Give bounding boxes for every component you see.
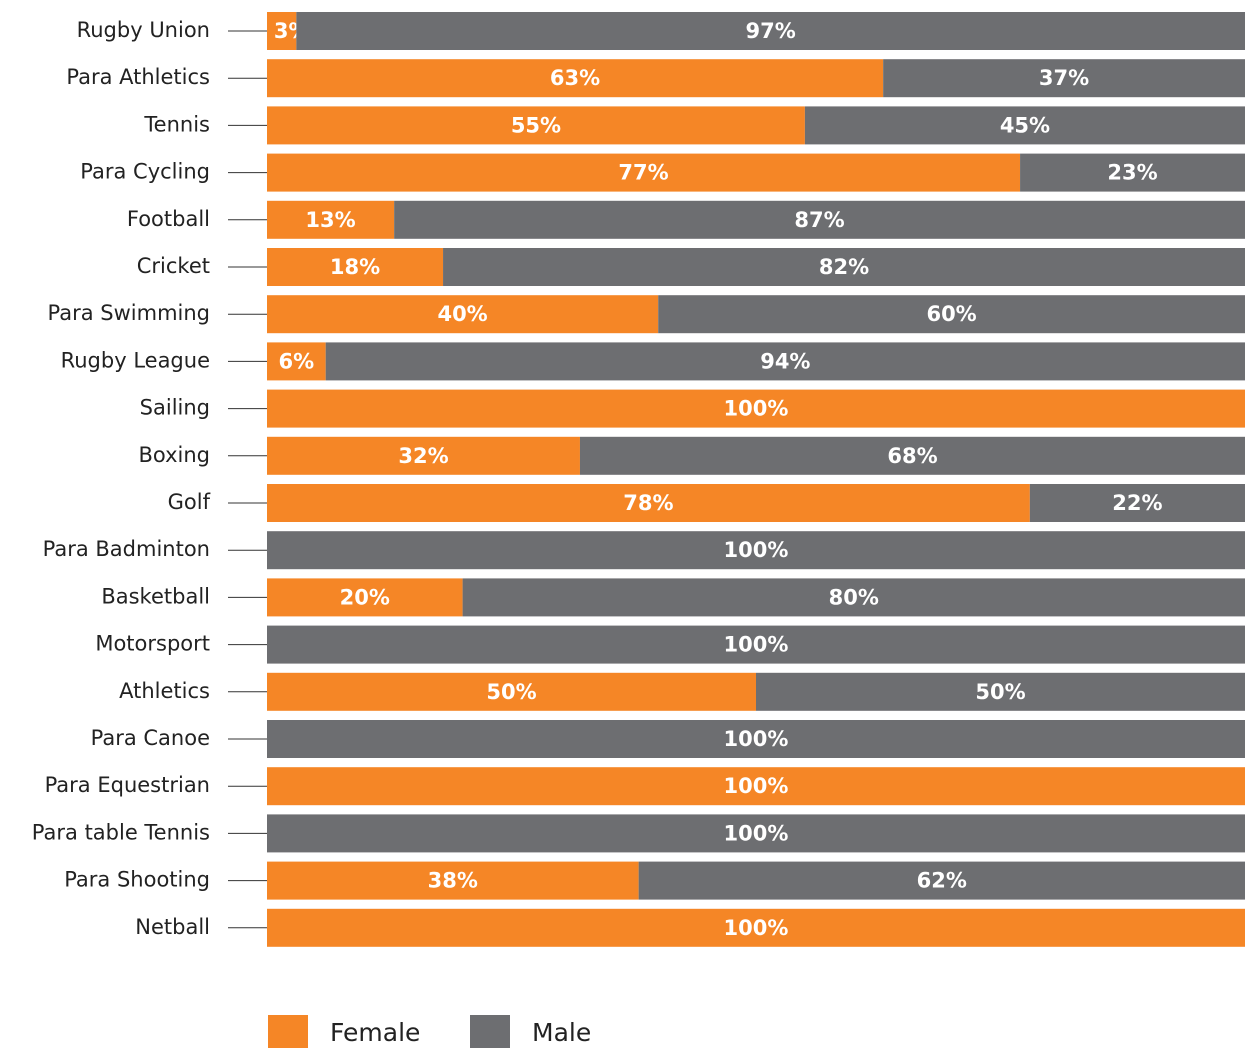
data-label: 77% xyxy=(618,161,668,185)
category-label: Boxing xyxy=(138,443,210,467)
bar-segment xyxy=(443,248,1245,286)
bar-segment xyxy=(267,436,580,475)
category-label: Athletics xyxy=(119,679,210,703)
data-label: 22% xyxy=(1112,491,1162,515)
data-label: 100% xyxy=(724,633,789,657)
bar-segment xyxy=(267,295,659,334)
data-label: 6% xyxy=(279,349,315,373)
category-label: Para Cycling xyxy=(80,160,210,184)
category-label: Rugby Union xyxy=(77,18,210,42)
category-label: Para Canoe xyxy=(91,726,210,750)
bar-segment xyxy=(267,578,463,617)
category-label: Para Equestrian xyxy=(45,773,210,797)
category-label: Para Badminton xyxy=(43,537,210,561)
data-label: 18% xyxy=(330,255,380,279)
data-label: 100% xyxy=(724,916,789,940)
legend-swatch xyxy=(268,1015,308,1048)
category-label: Football xyxy=(127,207,210,231)
data-label: 50% xyxy=(975,680,1025,704)
bar-segment xyxy=(267,153,1021,192)
data-label: 37% xyxy=(1039,66,1089,90)
data-label: 94% xyxy=(760,349,810,373)
data-label: 55% xyxy=(511,113,561,137)
bar-segment xyxy=(267,814,1245,853)
bar-segment xyxy=(267,672,756,711)
data-label: 60% xyxy=(926,302,976,326)
legend-label: Male xyxy=(532,1018,591,1047)
data-label: 13% xyxy=(305,208,355,232)
data-label: 100% xyxy=(724,727,789,751)
data-label: 97% xyxy=(746,19,796,43)
bar-segment xyxy=(267,908,1245,947)
bar-segment xyxy=(804,106,1245,145)
category-label: Cricket xyxy=(137,254,210,278)
bar-segment xyxy=(1029,484,1245,522)
category-label: Para Athletics xyxy=(66,65,210,89)
bar-segment xyxy=(267,200,395,239)
bar-segment xyxy=(325,342,1245,381)
bar-segment xyxy=(267,59,884,98)
bar-segment xyxy=(267,12,297,50)
legend-swatch xyxy=(470,1015,510,1048)
bar-segment xyxy=(267,625,1245,664)
category-label: Para Swimming xyxy=(48,301,211,325)
bar-segment xyxy=(394,200,1245,239)
bar-segment xyxy=(296,12,1245,50)
bar-segment xyxy=(579,436,1245,475)
data-label: 100% xyxy=(724,774,789,798)
data-label: 38% xyxy=(428,869,478,893)
category-label: Basketball xyxy=(101,584,210,608)
bar-segment xyxy=(267,106,805,145)
category-label: Sailing xyxy=(140,396,210,420)
data-label: 100% xyxy=(724,821,789,845)
data-label: 100% xyxy=(724,397,789,421)
bar-segment xyxy=(658,295,1245,334)
data-label: 78% xyxy=(623,491,673,515)
data-label: 40% xyxy=(437,302,487,326)
bar-segment xyxy=(267,720,1245,758)
bar-segment xyxy=(267,342,326,381)
bar-segment xyxy=(267,531,1245,570)
data-label: 100% xyxy=(724,538,789,562)
data-label: 45% xyxy=(1000,113,1050,137)
data-label: 50% xyxy=(486,680,536,704)
bar-segment xyxy=(267,767,1245,806)
category-label: Para Shooting xyxy=(64,868,210,892)
data-label: 20% xyxy=(340,585,390,609)
category-label: Golf xyxy=(168,490,211,514)
bar-segment xyxy=(756,672,1245,711)
bar-segment xyxy=(883,59,1245,98)
data-label: 68% xyxy=(887,444,937,468)
category-label: Para table Tennis xyxy=(32,820,210,844)
bar-segment xyxy=(638,861,1245,900)
bar-segment xyxy=(462,578,1245,617)
category-label: Netball xyxy=(135,915,210,939)
category-label: Tennis xyxy=(143,112,210,136)
data-label: 32% xyxy=(398,444,448,468)
bar-segment xyxy=(267,248,444,286)
data-label: 63% xyxy=(550,66,600,90)
data-label: 82% xyxy=(819,255,869,279)
bar-segment xyxy=(267,389,1245,428)
bar-segment xyxy=(1020,153,1245,192)
data-label: 62% xyxy=(917,869,967,893)
legend-label: Female xyxy=(330,1018,420,1047)
bar-segment xyxy=(267,484,1030,522)
data-label: 87% xyxy=(794,208,844,232)
category-label: Motorsport xyxy=(95,632,210,656)
bar-segment xyxy=(267,861,639,900)
data-label: 80% xyxy=(829,585,879,609)
data-label: 23% xyxy=(1107,161,1157,185)
category-label: Rugby League xyxy=(61,348,210,372)
